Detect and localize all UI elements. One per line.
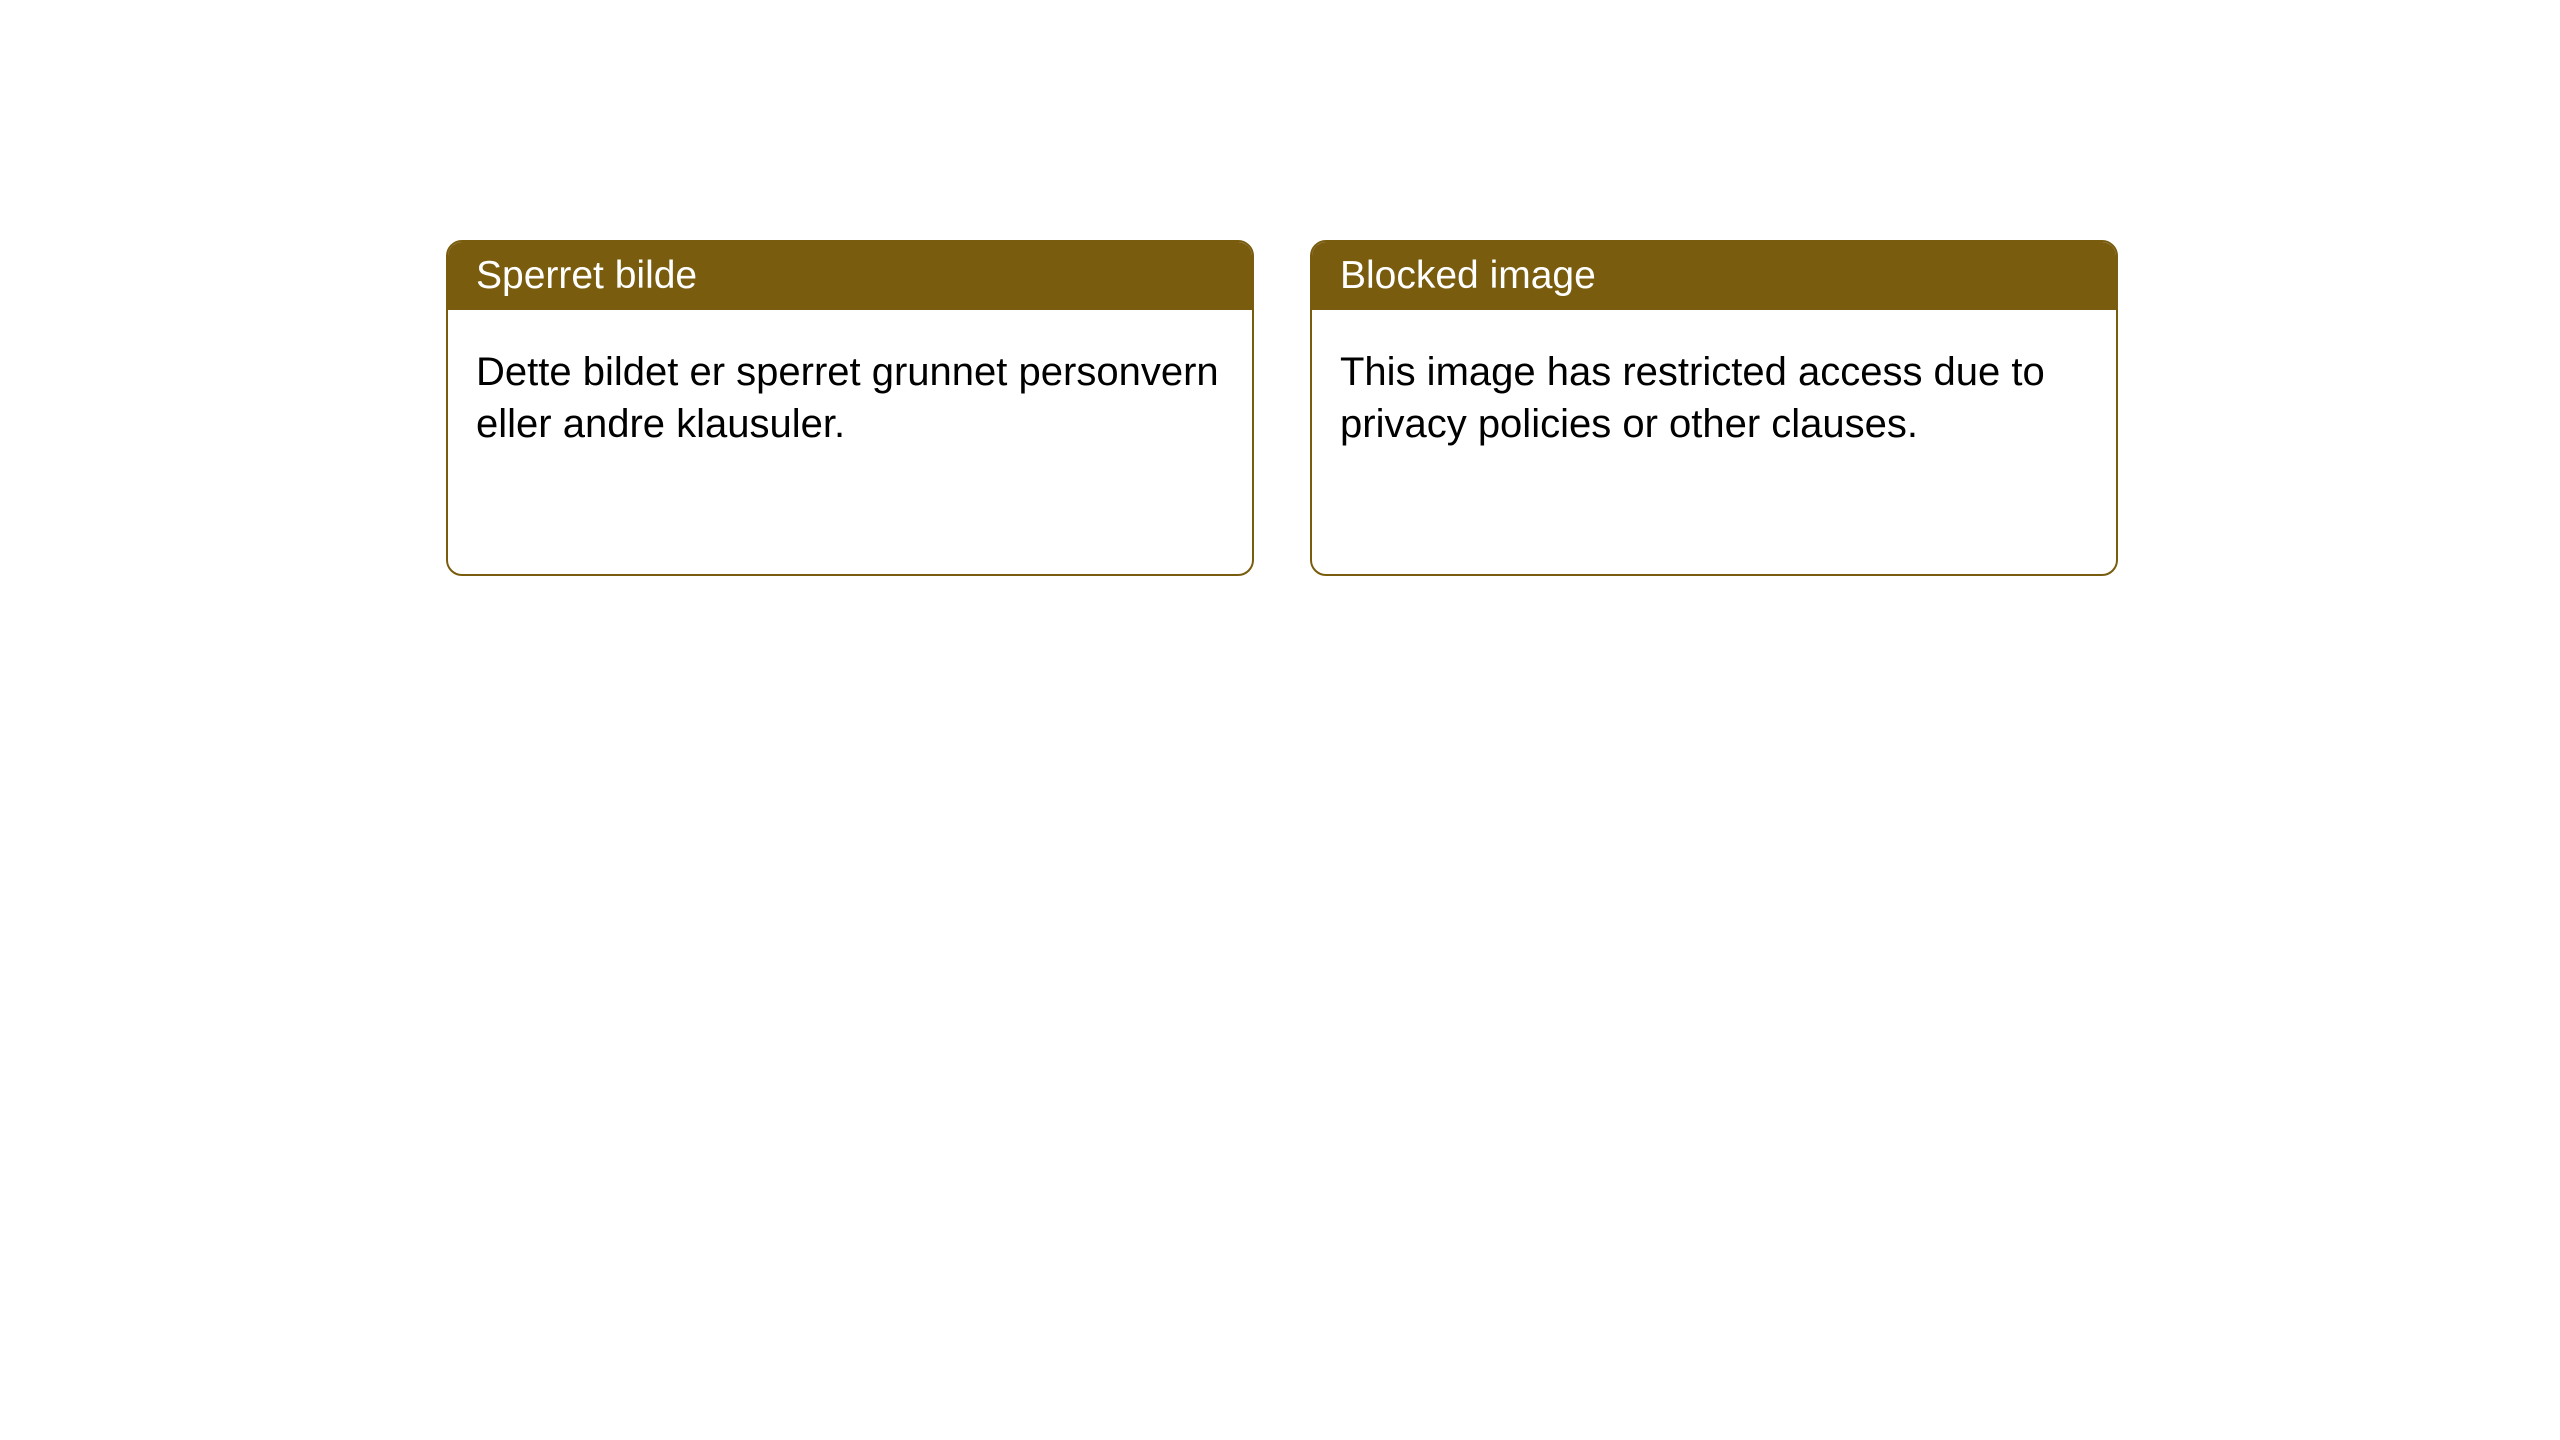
notice-cards-container: Sperret bilde Dette bildet er sperret gr…: [446, 240, 2118, 576]
notice-card-english: Blocked image This image has restricted …: [1310, 240, 2118, 576]
notice-card-body: Dette bildet er sperret grunnet personve…: [448, 310, 1252, 486]
notice-card-norwegian: Sperret bilde Dette bildet er sperret gr…: [446, 240, 1254, 576]
notice-card-header: Blocked image: [1312, 242, 2116, 310]
notice-card-header: Sperret bilde: [448, 242, 1252, 310]
notice-card-body: This image has restricted access due to …: [1312, 310, 2116, 486]
